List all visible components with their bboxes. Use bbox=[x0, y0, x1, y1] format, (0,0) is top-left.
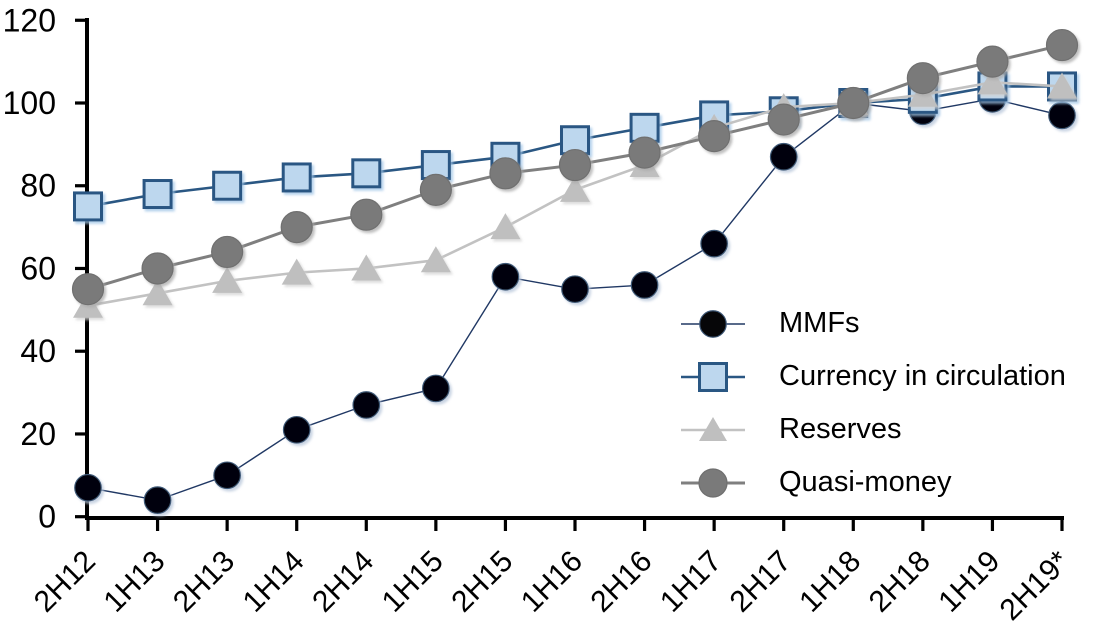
svg-text:60: 60 bbox=[20, 250, 56, 286]
svg-text:40: 40 bbox=[20, 333, 56, 369]
svg-text:2H18: 2H18 bbox=[863, 545, 937, 619]
svg-text:1H19: 1H19 bbox=[932, 545, 1006, 619]
svg-text:2H13: 2H13 bbox=[167, 545, 241, 619]
svg-text:2H14: 2H14 bbox=[306, 545, 380, 619]
legend-label-quasi-money: Quasi-money bbox=[779, 466, 952, 498]
svg-text:2H17: 2H17 bbox=[724, 545, 798, 619]
svg-text:1H14: 1H14 bbox=[237, 545, 311, 619]
svg-text:100: 100 bbox=[3, 85, 56, 121]
svg-text:120: 120 bbox=[3, 2, 56, 38]
currency-series-icon bbox=[681, 359, 745, 395]
legend-label-reserves: Reserves bbox=[779, 413, 902, 445]
svg-text:20: 20 bbox=[20, 416, 56, 452]
legend-item-reserves: Reserves bbox=[681, 403, 1066, 456]
legend-label-currency-in-circulation: Currency in circulation bbox=[779, 360, 1066, 392]
mmfs-series-icon bbox=[681, 306, 745, 342]
svg-text:1H13: 1H13 bbox=[97, 545, 171, 619]
reserves-series-icon bbox=[681, 412, 745, 448]
svg-text:1H16: 1H16 bbox=[515, 545, 589, 619]
svg-text:1H17: 1H17 bbox=[654, 545, 728, 619]
legend-label-mmfs: MMFs bbox=[779, 307, 860, 339]
series-quasi-money bbox=[71, 28, 1079, 306]
legend-item-currency-in-circulation: Currency in circulation bbox=[681, 350, 1066, 403]
legend-item-mmfs: MMFs bbox=[681, 297, 1066, 350]
svg-text:2H12: 2H12 bbox=[28, 545, 102, 619]
svg-text:2H16: 2H16 bbox=[584, 545, 658, 619]
svg-text:2H15: 2H15 bbox=[445, 545, 519, 619]
quasi-money-series-icon bbox=[681, 465, 745, 501]
svg-text:80: 80 bbox=[20, 168, 56, 204]
svg-text:1H18: 1H18 bbox=[793, 545, 867, 619]
svg-text:2H19*: 2H19* bbox=[994, 544, 1077, 627]
legend: MMFs Currency in circulation Reserves Qu… bbox=[681, 297, 1066, 509]
svg-text:0: 0 bbox=[38, 499, 56, 535]
legend-item-quasi-money: Quasi-money bbox=[681, 456, 1066, 509]
svg-text:1H15: 1H15 bbox=[376, 545, 450, 619]
